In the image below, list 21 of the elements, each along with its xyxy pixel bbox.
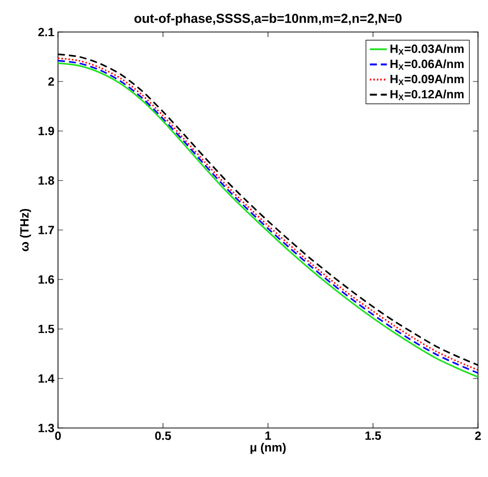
x-tick-label: 1	[265, 432, 271, 440]
x-tick-label: 0	[55, 432, 61, 440]
y-tick-label: 1.8	[38, 176, 54, 185]
legend-label: H$_{X}$=0.09A/nm	[390, 74, 464, 85]
y-tick-label: 2.1	[38, 28, 54, 36]
legend-label: H$_{X}$=0.12A/nm	[390, 90, 464, 100]
chart-title: out-of-phase,SSSS,a=b=10nm,m=2,n=2,N=0	[134, 13, 402, 26]
legend-label: H$_{X}$=0.06A/nm	[390, 59, 464, 70]
legend-label: H$_{X}$=0.03A/nm	[390, 44, 464, 55]
x-tick-label: 2	[475, 432, 481, 440]
y-tick-label: 2	[48, 77, 54, 86]
y-axis-title: ω (THz)	[20, 208, 32, 252]
x-tick-label: 0.5	[155, 432, 171, 440]
x-tick-label: 1.5	[365, 432, 381, 440]
y-tick-label: 1.9	[38, 126, 54, 136]
x-axis-title: μ (nm)	[250, 442, 286, 454]
y-tick-label: 1.6	[38, 275, 54, 284]
y-tick-label: 1.5	[38, 324, 54, 334]
y-tick-label: 1.7	[38, 226, 54, 234]
y-tick-label: 1.4	[38, 374, 54, 383]
y-tick-label: 1.3	[38, 424, 54, 432]
